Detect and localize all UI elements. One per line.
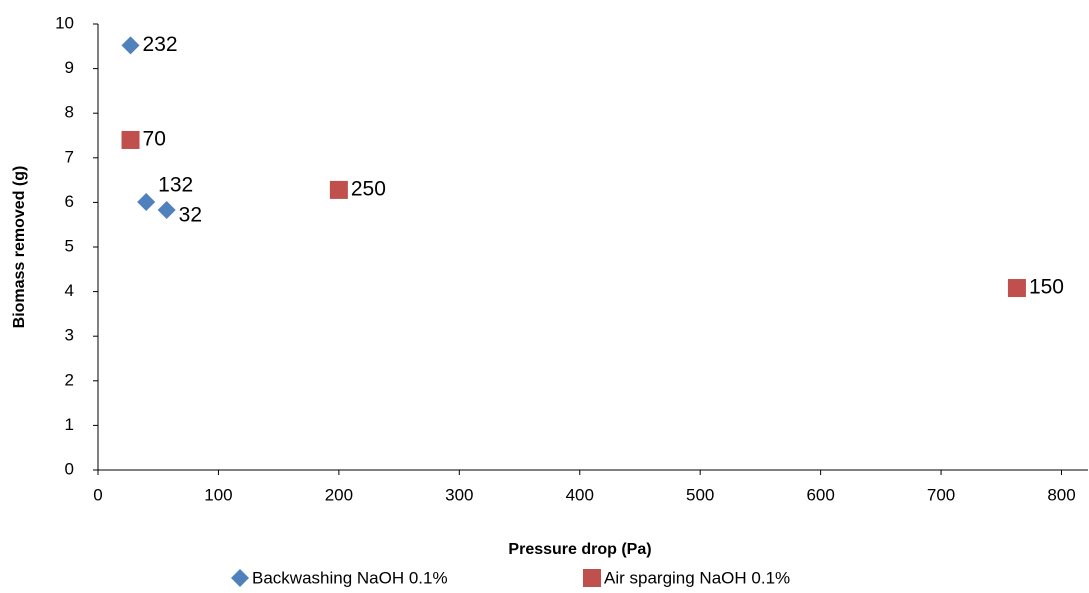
x-tick-label: 400 [566, 485, 594, 504]
x-tick-label: 500 [686, 485, 714, 504]
y-tick-label: 8 [65, 103, 74, 122]
point-label: 70 [143, 128, 166, 151]
y-tick-label: 1 [65, 415, 74, 434]
y-tick-label: 2 [65, 370, 74, 389]
x-axis-title: Pressure drop (Pa) [508, 541, 651, 558]
x-tick-label: 600 [806, 485, 834, 504]
y-tick-label: 4 [65, 281, 74, 300]
legend-marker [583, 569, 601, 587]
legend-label: Air sparging NaOH 0.1% [604, 568, 790, 587]
point-label: 32 [179, 204, 202, 227]
y-tick-label: 0 [65, 459, 74, 478]
x-tick-label: 300 [445, 485, 473, 504]
y-axis-title: Biomass removed (g) [11, 166, 28, 329]
point [329, 180, 348, 199]
x-tick-label: 100 [204, 485, 232, 504]
point [137, 192, 156, 211]
y-tick-label: 9 [65, 58, 74, 77]
y-tick-label: 5 [65, 236, 74, 255]
y-tick-label: 7 [65, 147, 74, 166]
x-tick-label: 200 [325, 485, 353, 504]
x-tick-label: 700 [927, 485, 955, 504]
point-label: 250 [351, 177, 386, 200]
point [157, 200, 176, 219]
point-label: 132 [158, 174, 193, 197]
point [1007, 279, 1026, 298]
point [121, 130, 140, 149]
x-tick-label: 800 [1047, 485, 1075, 504]
legend-marker [231, 569, 249, 587]
point-label: 232 [143, 33, 178, 56]
point-label: 150 [1029, 276, 1064, 299]
point [121, 36, 140, 55]
y-tick-label: 3 [65, 326, 74, 345]
y-tick-label: 10 [55, 13, 74, 32]
x-tick-label: 0 [93, 485, 102, 504]
y-tick-label: 6 [65, 192, 74, 211]
legend-label: Backwashing NaOH 0.1% [252, 568, 448, 587]
